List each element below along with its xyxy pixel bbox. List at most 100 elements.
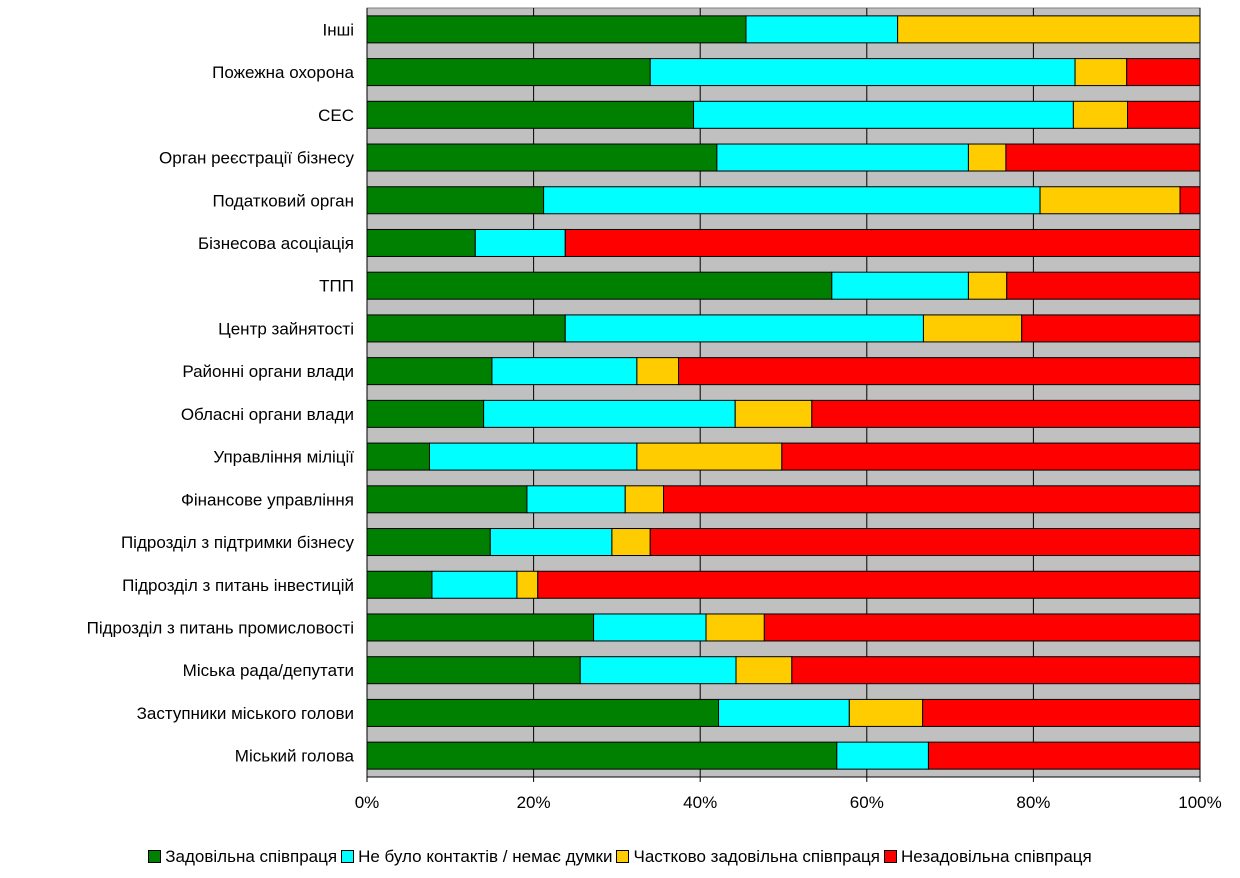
bar-segment-3	[922, 314, 1023, 343]
bar-segment-4	[1127, 100, 1201, 129]
bar-segment-2	[579, 656, 737, 685]
bar-segment-4	[564, 228, 1201, 257]
bar-segment-1	[366, 143, 718, 172]
category-label: Орган реєстрації бізнесу	[159, 149, 354, 168]
bar-segment-3	[636, 357, 680, 386]
bar-segment-4	[922, 698, 1201, 727]
bar-segment-1	[366, 613, 595, 642]
bar-segment-4	[1179, 186, 1201, 215]
bar-segment-3	[967, 271, 1008, 300]
category-label: Заступники міського голови	[137, 704, 354, 723]
legend-swatch	[884, 850, 898, 863]
x-axis-ticks: 0% 20% 40% 60% 80% 100%	[355, 8, 1222, 812]
category-label: Центр зайнятості	[218, 319, 354, 338]
bar-segment-2	[693, 100, 1074, 129]
bar-segment-3	[734, 399, 813, 428]
bar-segment-2	[428, 442, 638, 471]
category-label: Міський голова	[235, 747, 355, 766]
bar-segment-3	[611, 528, 651, 557]
x-tick-label: 40%	[683, 793, 717, 812]
bar-segment-1	[366, 698, 720, 727]
bar-segment-4	[927, 741, 1201, 770]
category-label: Бізнесова асоціація	[198, 234, 354, 253]
legend-item: Задовільна співпраця	[148, 847, 337, 867]
bar-segment-4	[1005, 143, 1201, 172]
bar-segment-3	[735, 656, 793, 685]
bar-segment-1	[366, 15, 747, 44]
bar-segment-4	[763, 613, 1201, 642]
bar-segment-4	[537, 570, 1201, 599]
bar-segment-3	[636, 442, 783, 471]
bar-segment-4	[1021, 314, 1201, 343]
legend-label: Частково задовільна співпраця	[633, 847, 881, 866]
bar-segment-3	[848, 698, 924, 727]
plot-background	[366, 7, 1201, 778]
bar-segment-3	[516, 570, 539, 599]
category-label: Управління міліції	[213, 448, 354, 467]
legend-swatch	[616, 850, 630, 863]
bar-segment-3	[1074, 58, 1128, 87]
category-label: ТПП	[319, 277, 354, 296]
bar-segment-1	[366, 485, 528, 514]
category-label: Фінансове управління	[181, 490, 354, 509]
bar-segment-1	[366, 442, 430, 471]
bar-segment-1	[366, 100, 695, 129]
bar-segment-2	[649, 58, 1076, 87]
bar-segment-2	[474, 228, 566, 257]
category-label: Пожежна охорона	[212, 63, 354, 82]
category-label: Інші	[322, 20, 354, 39]
category-label: СЕС	[318, 106, 354, 125]
x-tick-label: 20%	[517, 793, 551, 812]
bar-segment-2	[831, 271, 969, 300]
bar-segment-1	[366, 741, 838, 770]
bar-segment-1	[366, 357, 493, 386]
category-label: Міська рада/депутати	[183, 661, 354, 680]
bar-segment-2	[431, 570, 518, 599]
legend-item: Частково задовільна співпраця	[616, 847, 880, 867]
bars	[366, 15, 1201, 770]
legend-item: Незадовільна співпраця	[884, 847, 1092, 867]
category-label: Обласні органи влади	[181, 405, 354, 424]
bar-segment-1	[366, 228, 476, 257]
legend-label: Не було контактів / немає думки	[358, 847, 613, 866]
bar-segment-1	[366, 314, 566, 343]
category-label: Підрозділ з питань інвестицій	[122, 576, 354, 595]
bar-segment-1	[366, 570, 433, 599]
bar-segment-1	[366, 656, 581, 685]
bar-segment-3	[624, 485, 665, 514]
legend-item: Не було контактів / немає думки	[341, 847, 612, 867]
category-labels: Інші Пожежна охорона СЕС Орган реєстрації б…	[87, 20, 355, 765]
bar-segment-4	[678, 357, 1201, 386]
legend: Задовільна співпраця Не було контактів / …	[0, 847, 1240, 867]
bar-segment-2	[489, 528, 613, 557]
bar-segment-2	[564, 314, 924, 343]
x-tick-label: 60%	[850, 793, 884, 812]
x-tick-label: 0%	[355, 793, 380, 812]
bar-segment-2	[718, 698, 850, 727]
bar-segment-1	[366, 528, 491, 557]
legend-label: Задовільна співпраця	[165, 847, 338, 866]
bar-segment-1	[366, 399, 485, 428]
x-tick-label: 100%	[1178, 793, 1221, 812]
bar-segment-4	[649, 528, 1201, 557]
bar-segment-1	[366, 58, 651, 87]
bar-segment-2	[716, 143, 969, 172]
bar-segment-4	[1006, 271, 1201, 300]
bar-segment-2	[491, 357, 638, 386]
bar-segment-2	[593, 613, 707, 642]
category-label: Підрозділ з підтримки бізнесу	[121, 533, 355, 552]
category-label: Підрозділ з питань промисловості	[87, 618, 354, 637]
bar-segment-3	[967, 143, 1007, 172]
bar-segment-2	[543, 186, 1041, 215]
bar-segment-2	[483, 399, 736, 428]
bar-segment-2	[745, 15, 899, 44]
bar-segment-1	[366, 271, 833, 300]
bar-segment-3	[897, 15, 1201, 44]
bar-segment-4	[1126, 58, 1201, 87]
category-label: Податковий орган	[213, 191, 355, 210]
bar-segment-4	[781, 442, 1201, 471]
bar-segment-2	[526, 485, 626, 514]
category-label: Районні органи влади	[182, 362, 354, 381]
bar-segment-4	[663, 485, 1201, 514]
